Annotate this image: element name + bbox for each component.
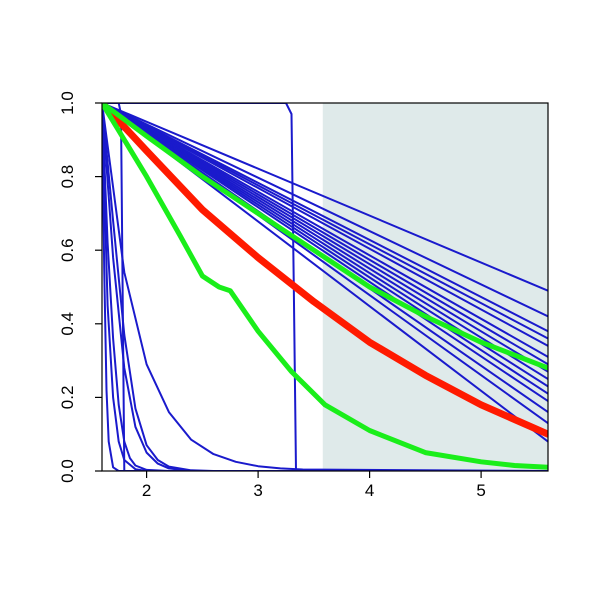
series-line-blue (102, 103, 548, 380)
plot-frame (101, 102, 549, 472)
shaded-region (322, 103, 548, 471)
series-line-blue (102, 103, 548, 340)
series-line-blue (102, 103, 548, 471)
y-tick-label: 0.4 (58, 312, 77, 336)
series-line-green (102, 103, 548, 470)
series-line-blue (102, 103, 548, 403)
y-tick-label: 0.6 (58, 238, 77, 262)
y-tick-label: 0.0 (58, 459, 77, 483)
axes: 2 3 4 5 0.0 0.2 0.4 0.6 0.8 1.0 (58, 91, 549, 500)
y-tick-label: 1.0 (58, 91, 77, 115)
series-line-blue (102, 103, 548, 366)
series-line-blue (102, 103, 548, 318)
x-tick-label: 2 (142, 481, 151, 500)
series-line-blue (102, 103, 548, 395)
x-tick-label: 4 (365, 481, 374, 500)
y-tick-label: 0.2 (58, 386, 77, 410)
series-line-blue (102, 103, 548, 347)
series-line-blue (102, 103, 548, 373)
x-tick-label: 3 (253, 481, 262, 500)
y-tick-label: 0.8 (58, 165, 77, 189)
series-line-blue (102, 103, 548, 292)
series-line-red (102, 103, 548, 438)
series-line-green (102, 103, 548, 371)
x-tick-label: 5 (476, 481, 485, 500)
series-line-blue (102, 103, 548, 471)
series-line-blue (102, 103, 548, 471)
plot-area (102, 103, 548, 471)
series-line-blue (102, 103, 548, 358)
series-line-blue (102, 103, 548, 333)
